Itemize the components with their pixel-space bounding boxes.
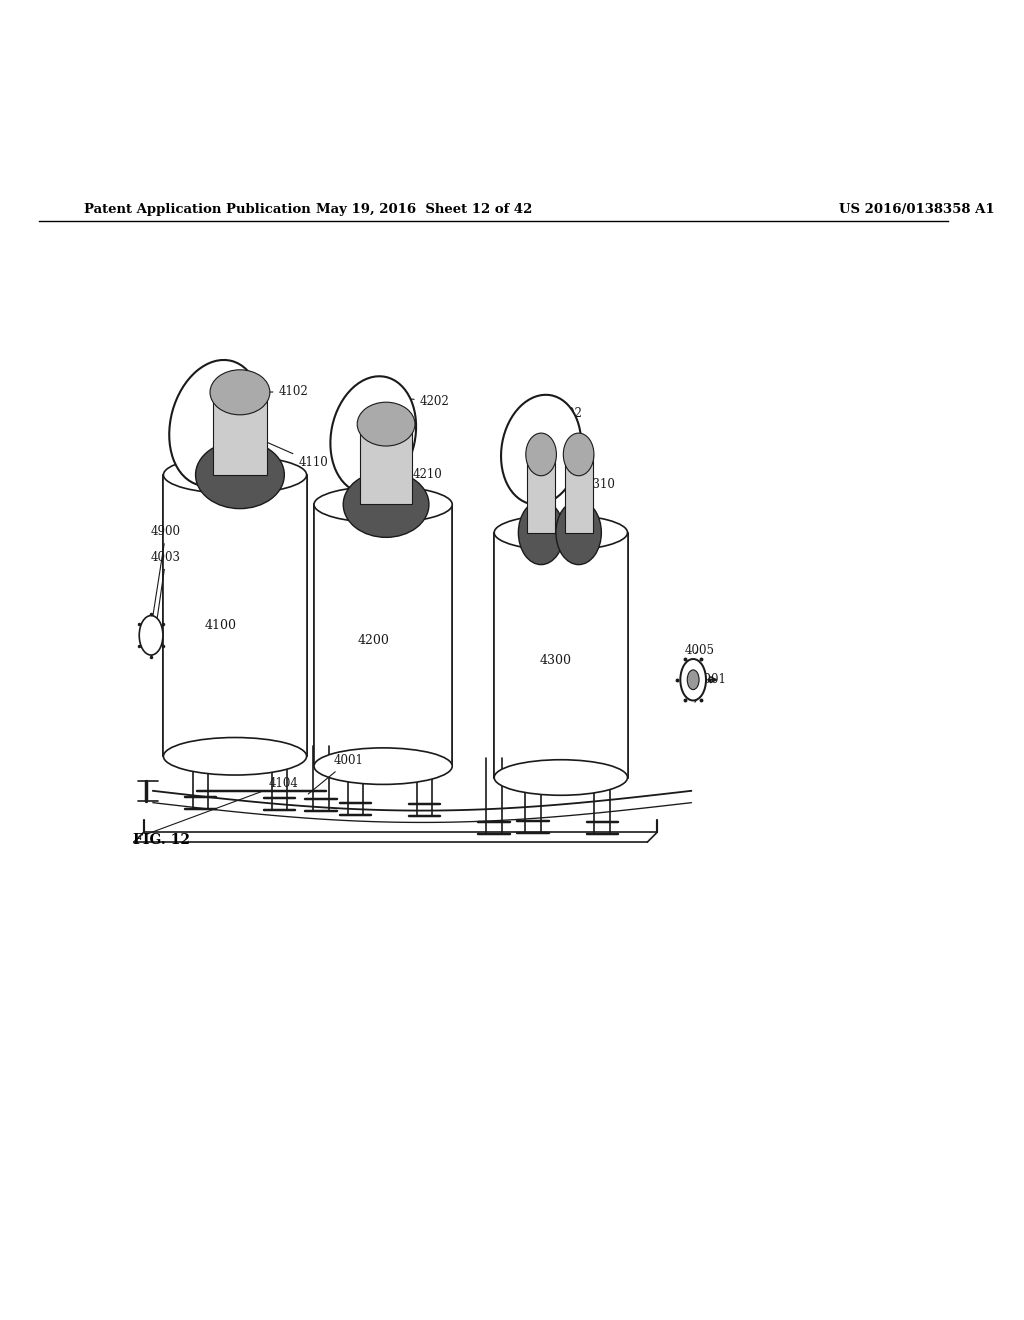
Ellipse shape (518, 500, 564, 565)
Ellipse shape (314, 748, 453, 784)
Text: 4210: 4210 (389, 467, 442, 480)
Ellipse shape (525, 433, 556, 475)
Text: 4110: 4110 (243, 432, 328, 469)
Ellipse shape (331, 376, 416, 494)
Ellipse shape (687, 669, 699, 689)
Bar (164, 475, 306, 756)
Text: May 19, 2016  Sheet 12 of 42: May 19, 2016 Sheet 12 of 42 (316, 203, 532, 216)
Text: 4200: 4200 (357, 634, 389, 647)
Ellipse shape (563, 433, 594, 475)
Text: 4310: 4310 (579, 478, 615, 492)
Text: 4901: 4901 (695, 673, 727, 702)
Ellipse shape (196, 441, 285, 508)
Text: 4102: 4102 (225, 385, 308, 397)
Bar (495, 533, 628, 777)
Text: FIG. 12: FIG. 12 (133, 833, 190, 846)
Ellipse shape (357, 403, 415, 446)
Ellipse shape (495, 760, 628, 795)
Bar (359, 424, 413, 504)
Ellipse shape (164, 457, 306, 494)
Text: 4003: 4003 (152, 550, 181, 657)
Ellipse shape (169, 360, 261, 486)
Text: 4104: 4104 (146, 777, 298, 834)
Ellipse shape (556, 500, 601, 565)
Ellipse shape (210, 370, 270, 414)
Ellipse shape (139, 615, 163, 655)
Bar (564, 454, 593, 533)
Bar (213, 392, 267, 475)
Text: 4005: 4005 (684, 644, 715, 656)
Text: 4100: 4100 (204, 619, 237, 632)
Text: 4001: 4001 (308, 754, 364, 795)
Ellipse shape (501, 395, 582, 504)
Ellipse shape (343, 471, 429, 537)
Text: 4202: 4202 (376, 395, 450, 408)
Text: 4302: 4302 (544, 407, 583, 420)
Ellipse shape (314, 486, 453, 523)
Text: US 2016/0138358 A1: US 2016/0138358 A1 (840, 203, 995, 216)
Text: Patent Application Publication: Patent Application Publication (84, 203, 310, 216)
Text: 4900: 4900 (152, 525, 181, 624)
Bar (527, 454, 555, 533)
Ellipse shape (680, 659, 706, 701)
Bar (314, 504, 453, 766)
Ellipse shape (164, 738, 306, 775)
Text: 4300: 4300 (540, 653, 572, 667)
Ellipse shape (495, 515, 628, 550)
